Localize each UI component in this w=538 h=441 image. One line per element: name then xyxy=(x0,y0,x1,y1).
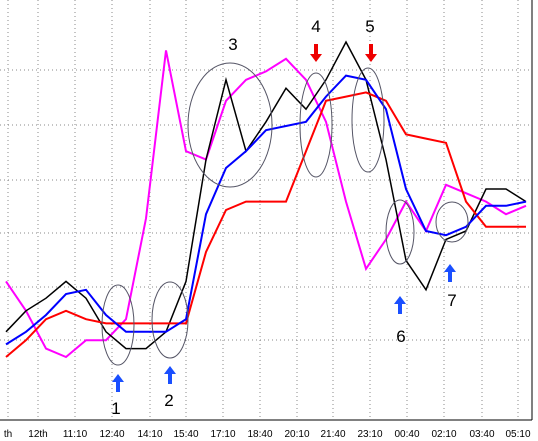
x-tick-label: 20:10 xyxy=(284,429,309,440)
annotation: 1 xyxy=(111,399,120,418)
annotation: 6 xyxy=(396,327,405,346)
arrows xyxy=(112,44,456,392)
annotation: 5 xyxy=(365,17,374,36)
series-line xyxy=(5,91,526,358)
annotation: 2 xyxy=(164,391,173,410)
x-tick-label: 00:40 xyxy=(394,429,419,440)
annotation: 4 xyxy=(311,17,320,36)
x-tick-label: 23:10 xyxy=(357,429,382,440)
x-tick-label: 12:40 xyxy=(99,429,124,440)
x-tick-label: 05:10 xyxy=(505,429,530,440)
x-tick-label: 15:40 xyxy=(173,429,198,440)
annotation: 7 xyxy=(447,291,456,310)
x-tick-label: 12th xyxy=(28,429,47,440)
x-tick-label: 02:10 xyxy=(431,429,456,440)
x-tick-label: 11:10 xyxy=(63,429,88,440)
x-tick-label: 14:10 xyxy=(137,429,162,440)
x-tick-label: th xyxy=(4,429,12,440)
x-tick-label: 17:10 xyxy=(210,429,235,440)
x-labels: th 12th 11:10 12:40 14:10 15:40 17:10 18:40 20:1… xyxy=(4,0,531,440)
circles xyxy=(101,62,469,366)
annotation: 3 xyxy=(228,35,237,54)
x-tick-label: 18:40 xyxy=(247,429,272,440)
x-tick-label: 21:40 xyxy=(320,429,345,440)
x-tick-label: 03:40 xyxy=(469,429,494,440)
series-line xyxy=(5,40,527,350)
series-line xyxy=(5,50,527,359)
